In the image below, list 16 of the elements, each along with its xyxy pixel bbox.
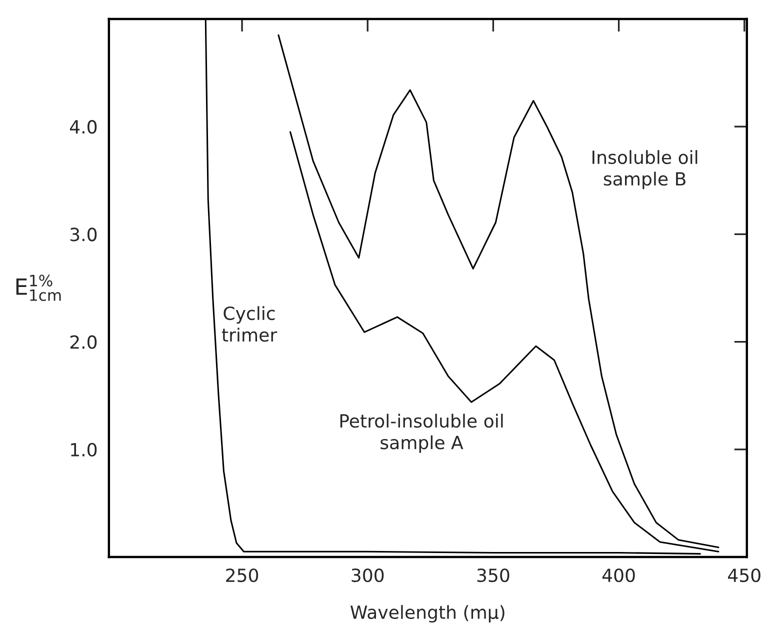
y-axis-title: E$^{1%}$$_{1cm}$ bbox=[16, 274, 61, 302]
x-tick-label: 450 bbox=[728, 568, 760, 582]
x-tick-label: 350 bbox=[477, 568, 510, 582]
x-tick-label: 400 bbox=[602, 568, 635, 582]
x-tick-label: 300 bbox=[352, 568, 384, 582]
y-tick-label: 2.0 bbox=[70, 335, 97, 349]
y-tick-label: 1.0 bbox=[71, 442, 97, 457]
x-tick-label: 250 bbox=[226, 568, 258, 582]
x-axis-title: Wavelength (mμ) bbox=[350, 605, 504, 623]
line-series bbox=[278, 34, 720, 548]
y-tick-label: 3.0 bbox=[70, 228, 97, 242]
y-tick-label: 4.0 bbox=[70, 120, 97, 134]
line-series bbox=[289, 131, 720, 552]
annotation: Insoluble oil sample B bbox=[592, 150, 698, 190]
annotation: Cyclic trimer bbox=[222, 306, 278, 342]
annotation: Petrol-insoluble oil sample A bbox=[340, 414, 503, 453]
